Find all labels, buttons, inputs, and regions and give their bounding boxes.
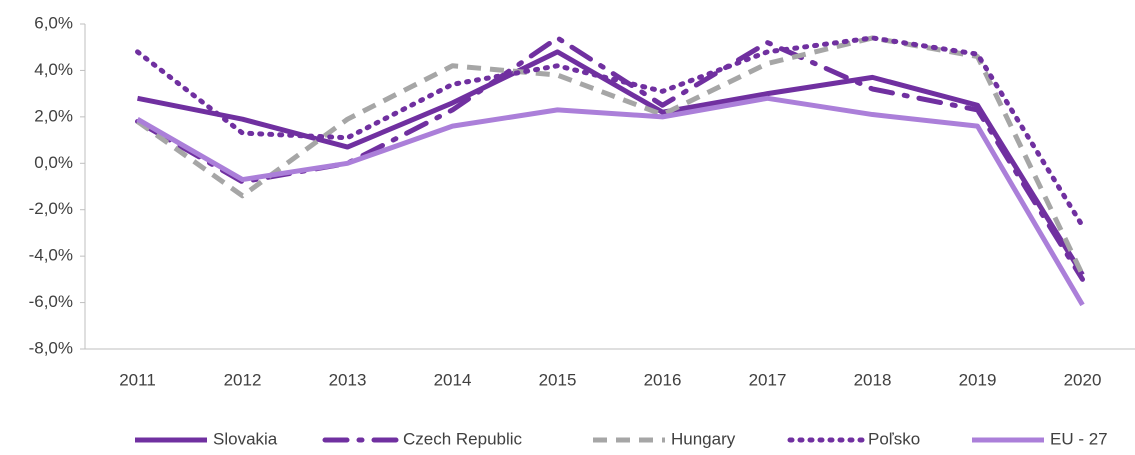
series-line — [135, 35, 1085, 229]
y-tick-label: -8,0% — [29, 338, 73, 357]
x-tick-label: 2011 — [119, 370, 156, 389]
x-tick-label: 2016 — [644, 370, 682, 389]
legend-label: Poľsko — [868, 429, 920, 448]
series-line — [135, 35, 1085, 282]
y-tick-label: -4,0% — [29, 246, 73, 265]
y-tick-label: 2,0% — [34, 106, 73, 125]
x-tick-label: 2019 — [959, 370, 997, 389]
y-tick-label: 0,0% — [34, 153, 73, 172]
legend-label: EU - 27 — [1050, 429, 1108, 448]
y-tick-label: -2,0% — [29, 199, 73, 218]
x-tick-label: 2017 — [749, 370, 787, 389]
legend-label: Czech Republic — [403, 429, 523, 448]
y-tick-label: 4,0% — [34, 60, 73, 79]
y-tick-label: -6,0% — [29, 292, 73, 311]
y-tick-label: 6,0% — [34, 13, 73, 32]
x-tick-label: 2013 — [329, 370, 367, 389]
x-tick-label: 2018 — [854, 370, 892, 389]
x-tick-label: 2014 — [434, 370, 472, 389]
legend-label: Hungary — [671, 429, 736, 448]
x-tick-label: 2020 — [1064, 370, 1102, 389]
series-line — [136, 95, 1085, 307]
series-line — [137, 49, 1085, 277]
series-line — [136, 35, 1085, 276]
legend-label: Slovakia — [213, 429, 278, 448]
x-tick-label: 2012 — [224, 370, 262, 389]
x-tick-label: 2015 — [539, 370, 577, 389]
